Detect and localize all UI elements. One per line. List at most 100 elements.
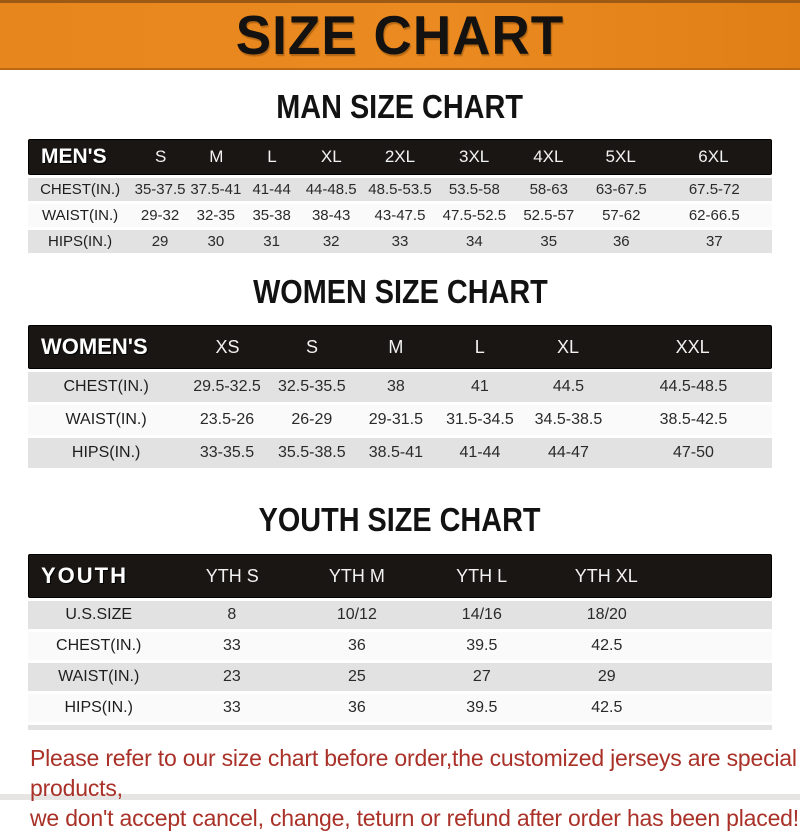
row-label: WAIST(IN.) [42, 207, 119, 224]
size-cell: 29 [151, 233, 169, 250]
men-waist-row: WAIST(IN.) 29-32 32-35 35-38 38-43 43-47… [28, 204, 772, 227]
size-cell: 39.5 [466, 637, 498, 654]
size-cell: 33 [222, 699, 241, 716]
men-size-table: MEN'S S M L XL 2XL 3XL 4XL 5XL 6XL CHEST… [28, 139, 772, 253]
size-cell: 36 [612, 233, 630, 250]
men-header-label: MEN'S [41, 145, 107, 168]
section-title-youth: YOUTH SIZE CHART [259, 500, 541, 539]
column-header-3xl: 3XL [459, 147, 490, 166]
size-cell: 33-35.5 [199, 444, 255, 461]
disclaimer-line-2: we don't accept cancel, change, teturn o… [30, 805, 799, 831]
size-cell: 32.5-35.5 [278, 378, 346, 395]
column-header-xxl: XXL [675, 336, 710, 357]
section-title-women: WOMEN SIZE CHART [252, 272, 548, 311]
youth-hips-row: HIPS(IN.) 33 36 39.5 42.5 [28, 694, 772, 722]
women-waist-row: WAIST(IN.) 23.5-26 26-29 29-31.5 31.5-34… [28, 405, 772, 435]
size-cell: 62-66.5 [688, 207, 740, 224]
youth-table-header-band: YOUTH YTH S YTH M YTH L YTH XL [28, 554, 772, 598]
size-cell: 63-67.5 [595, 181, 647, 198]
size-cell: 38 [386, 378, 405, 395]
size-cell: 39.5 [466, 699, 498, 716]
row-label: WAIST(IN.) [58, 668, 140, 685]
size-cell: 14/16 [461, 606, 502, 623]
size-cell: 42.5 [591, 699, 623, 716]
row-label: HIPS(IN.) [47, 233, 113, 250]
size-cell: 37 [705, 233, 723, 250]
column-header-l: L [267, 147, 277, 166]
size-cell: 32 [322, 233, 340, 250]
size-cell: 52.5-57 [523, 207, 575, 224]
youth-ussize-row: U.S.SIZE 8 10/12 14/16 18/20 [28, 601, 772, 629]
row-label: HIPS(IN.) [64, 699, 133, 716]
size-cell: 31.5-34.5 [446, 411, 514, 428]
column-header-yth-s: YTH S [205, 565, 259, 586]
size-cell: 38-43 [311, 207, 351, 224]
size-cell: 48.5-53.5 [368, 181, 432, 198]
column-header-l: L [474, 336, 485, 357]
size-chart-banner: SIZE CHART [0, 0, 800, 70]
table-bottom-strip [28, 725, 772, 730]
size-cell: 53.5-58 [448, 181, 500, 198]
size-cell: 44.5 [552, 378, 585, 395]
column-header-xl: XL [320, 147, 342, 166]
size-cell: 18/20 [586, 606, 627, 623]
size-cell: 44-48.5 [305, 181, 357, 198]
size-cell: 58-63 [529, 181, 568, 198]
column-header-yth-l: YTH L [456, 565, 508, 586]
column-header-6xl: 6XL [698, 147, 729, 166]
size-cell: 27 [472, 668, 491, 685]
row-label: HIPS(IN.) [71, 444, 141, 461]
size-cell: 31 [263, 233, 280, 250]
size-cell: 26-29 [291, 411, 333, 428]
row-label: CHEST(IN.) [63, 378, 149, 395]
size-cell: 23.5-26 [199, 411, 255, 428]
size-cell: 44-47 [548, 444, 589, 461]
men-hips-row: HIPS(IN.) 29 30 31 32 33 34 35 36 37 [28, 230, 772, 253]
row-label: U.S.SIZE [65, 606, 133, 623]
disclaimer-line-1: Please refer to our size chart before or… [30, 745, 797, 801]
size-cell: 30 [207, 233, 225, 250]
column-header-s: S [306, 336, 319, 357]
men-table-header-band: MEN'S S M L XL 2XL 3XL 4XL 5XL 6XL [28, 139, 772, 175]
banner-title: SIZE CHART [235, 5, 565, 66]
row-label: WAIST(IN.) [65, 411, 147, 428]
size-cell: 47-50 [672, 444, 714, 461]
size-cell: 25 [347, 668, 366, 685]
size-cell: 29-32 [140, 207, 180, 224]
size-cell: 36 [347, 699, 366, 716]
size-cell: 38.5-42.5 [659, 411, 728, 428]
size-cell: 43-47.5 [374, 207, 426, 224]
column-header-yth-xl: YTH XL [574, 565, 638, 586]
column-header-4xl: 4XL [533, 147, 564, 166]
column-header-m: M [209, 147, 224, 166]
row-label: CHEST(IN.) [56, 637, 142, 654]
column-header-2xl: 2XL [384, 147, 416, 166]
size-cell: 29-31.5 [368, 411, 423, 428]
size-cell: 41-44 [459, 444, 501, 461]
column-header-m: M [388, 336, 404, 357]
size-cell: 33 [391, 233, 409, 250]
size-cell: 67.5-72 [688, 181, 740, 198]
order-disclaimer: Please refer to our size chart before or… [0, 743, 800, 833]
column-header-xs: XS [215, 336, 240, 357]
size-cell: 34 [466, 233, 483, 250]
size-cell: 41 [471, 378, 489, 395]
women-chest-row: CHEST(IN.) 29.5-32.5 32.5-35.5 38 41 44.… [28, 372, 772, 402]
size-cell: 8 [227, 606, 237, 623]
row-label: CHEST(IN.) [40, 181, 121, 198]
size-cell: 35-38 [252, 207, 291, 224]
size-cell: 34.5-38.5 [534, 411, 603, 428]
size-cell: 57-62 [602, 207, 641, 224]
size-cell: 41-44 [252, 181, 291, 198]
youth-waist-row: WAIST(IN.) 23 25 27 29 [28, 663, 772, 691]
section-title-man: MAN SIZE CHART [276, 87, 524, 126]
size-cell: 29 [597, 668, 616, 685]
column-header-5xl: 5XL [605, 147, 636, 166]
size-cell: 23 [222, 668, 241, 685]
size-cell: 44.5-48.5 [659, 378, 728, 395]
size-cell: 35.5-38.5 [278, 444, 346, 461]
column-header-s: S [155, 147, 167, 166]
size-cell: 36 [347, 637, 366, 654]
size-cell: 37.5-41 [190, 181, 242, 198]
women-header-label: WOMEN'S [41, 334, 148, 359]
